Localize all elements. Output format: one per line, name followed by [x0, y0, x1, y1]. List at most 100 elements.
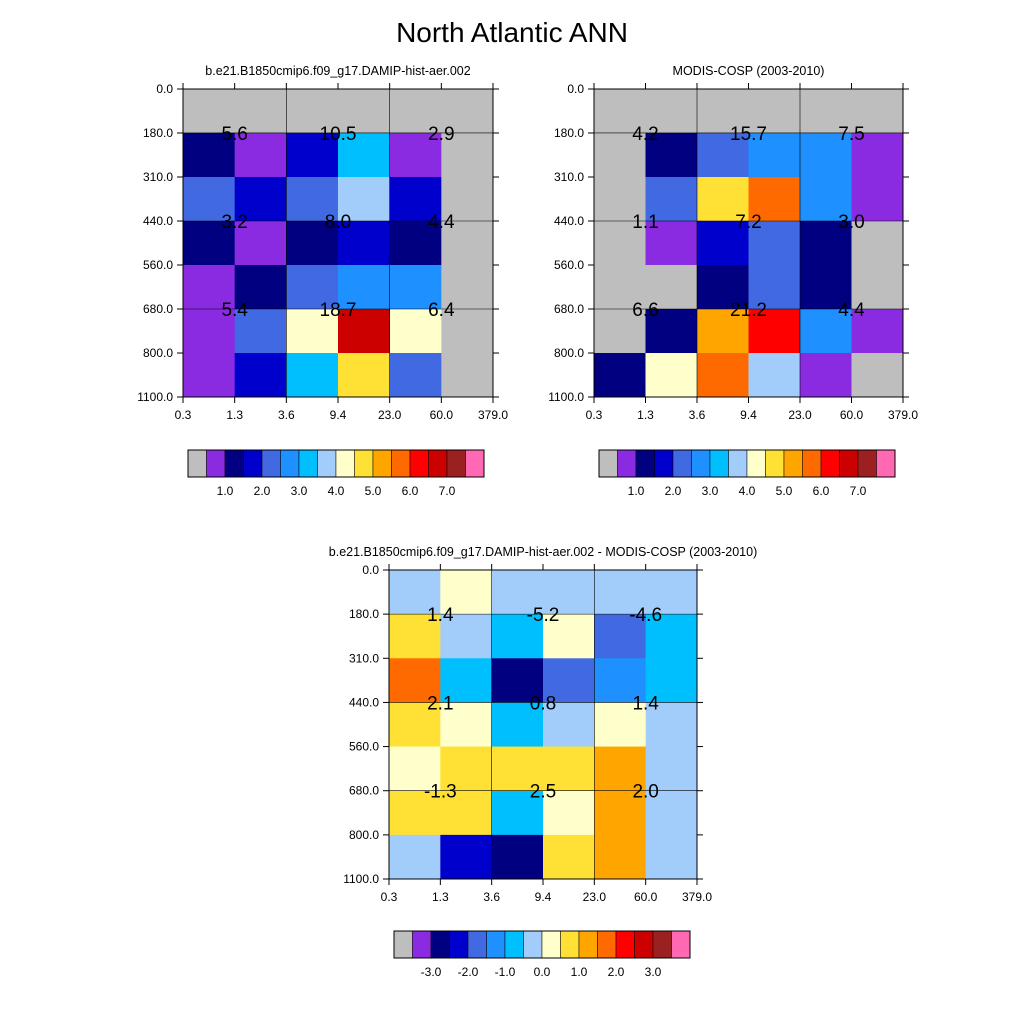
data-label: 7.2 — [735, 212, 761, 233]
heatmap-cell — [748, 221, 801, 266]
heatmap-cell — [183, 132, 236, 178]
heatmap-cell — [389, 658, 441, 703]
heatmap-cell — [286, 132, 339, 178]
colorbar-swatch — [354, 449, 374, 478]
y-tick-label: 310.0 — [143, 170, 173, 184]
heatmap-cell — [594, 702, 647, 748]
heatmap-cell — [543, 746, 595, 792]
subplot-title: b.e21.B1850cmip6.f09_g17.DAMIP-hist-aer.… — [329, 545, 757, 559]
colorbar-swatch — [465, 449, 485, 478]
colorbar-swatch — [617, 449, 637, 478]
heatmap-cell — [286, 309, 339, 354]
colorbar-label: 6.0 — [813, 484, 830, 498]
heatmap-cell — [594, 834, 647, 880]
y-tick-label: 310.0 — [554, 170, 584, 184]
colorbar-swatch — [393, 930, 413, 959]
heatmap-cell — [594, 89, 646, 134]
subplot-title: b.e21.B1850cmip6.f09_g17.DAMIP-hist-aer.… — [205, 64, 470, 78]
heatmap-cell — [491, 702, 544, 748]
subplot-title: MODIS-COSP (2003-2010) — [673, 64, 825, 78]
colorbar-label: 5.0 — [365, 484, 382, 498]
data-label: 4.2 — [632, 124, 658, 145]
heatmap-cell — [594, 614, 647, 659]
heatmap-cell — [491, 658, 544, 703]
y-tick-label: 0.0 — [362, 563, 379, 577]
data-label: 4.4 — [428, 212, 455, 233]
data-label: 2.0 — [632, 782, 658, 803]
heatmap-cell — [851, 221, 904, 266]
colorbar-label: -1.0 — [495, 965, 516, 979]
colorbar-label: 3.0 — [291, 484, 308, 498]
heatmap-cell — [645, 790, 698, 836]
colorbar-swatch — [635, 449, 655, 478]
colorbar-label: 3.0 — [702, 484, 719, 498]
heatmap-cell — [851, 264, 904, 310]
heatmap-cell — [389, 834, 441, 880]
data-label: 8.0 — [325, 212, 351, 233]
heatmap-cell — [645, 702, 698, 748]
data-label: 6.6 — [632, 300, 658, 321]
heatmap-cell — [800, 264, 852, 310]
colorbar-label: 2.0 — [665, 484, 682, 498]
colorbar: 1.0 2.0 3.0 4.0 5.0 6.0 7.0 — [187, 449, 485, 498]
heatmap-cell — [697, 309, 749, 354]
colorbar-swatch — [578, 930, 598, 959]
heatmap-cell — [697, 132, 749, 178]
heatmap-cell — [441, 353, 494, 398]
x-tick-label: 9.4 — [330, 408, 347, 422]
heatmap-cell — [338, 221, 391, 266]
heatmap-cell — [338, 89, 391, 134]
x-tick-label: 379.0 — [478, 408, 508, 422]
data-label: 15.7 — [730, 124, 767, 145]
heatmap-cell — [183, 309, 236, 354]
heatmap-cell — [748, 132, 801, 178]
heatmap-cell — [183, 264, 236, 310]
heatmap-cell — [183, 176, 236, 222]
y-tick-label: 680.0 — [143, 302, 173, 316]
colorbar-swatch — [746, 449, 766, 478]
colorbar-label: 4.0 — [739, 484, 756, 498]
data-label: 0.8 — [530, 693, 556, 714]
data-label: -4.6 — [629, 605, 662, 626]
x-tick-label: 379.0 — [682, 890, 712, 904]
y-tick-label: 310.0 — [349, 651, 379, 665]
heatmap-cell — [389, 264, 442, 310]
heatmap-cell — [594, 353, 646, 398]
colorbar-swatch — [523, 930, 543, 959]
heatmap-cell — [441, 89, 494, 134]
heatmap-cell — [851, 89, 904, 134]
y-tick-label: 680.0 — [554, 302, 584, 316]
heatmap-cell — [441, 264, 494, 310]
heatmap-cell — [389, 89, 442, 134]
colorbar-swatch — [560, 930, 580, 959]
colorbar-swatch — [802, 449, 822, 478]
colorbar-label: 4.0 — [328, 484, 345, 498]
data-label: 6.4 — [428, 300, 455, 321]
heatmap-cell — [441, 309, 494, 354]
colorbar-swatch — [839, 449, 859, 478]
heatmap-cell — [441, 176, 494, 222]
y-tick-label: 560.0 — [349, 740, 379, 754]
heatmap-cell — [440, 658, 493, 703]
colorbar-swatch — [691, 449, 711, 478]
data-label: 1.4 — [427, 605, 454, 626]
colorbar-swatch — [243, 449, 263, 478]
heatmap-cell — [338, 176, 391, 222]
heatmap-cell — [645, 834, 698, 880]
heatmap-cell — [338, 132, 391, 178]
heatmap-cell — [234, 309, 287, 354]
colorbar-swatch — [412, 930, 432, 959]
colorbar-swatch — [446, 449, 466, 478]
colorbar-label: 5.0 — [776, 484, 793, 498]
heatmap-cell — [440, 790, 493, 836]
colorbar-swatch — [709, 449, 729, 478]
colorbar-swatch — [876, 449, 896, 478]
y-tick-label: 180.0 — [143, 126, 173, 140]
data-label: 10.5 — [320, 124, 357, 145]
colorbar-label: 0.0 — [534, 965, 551, 979]
colorbar-swatch — [224, 449, 244, 478]
heatmap-panel-1: 0.3 1.3 3.6 9.4 23.0 60.0 379.0 0.0 180.0 310.0 44… — [137, 64, 508, 498]
heatmap-cell — [594, 570, 647, 615]
colorbar-swatch — [857, 449, 877, 478]
heatmap-cell — [389, 132, 442, 178]
